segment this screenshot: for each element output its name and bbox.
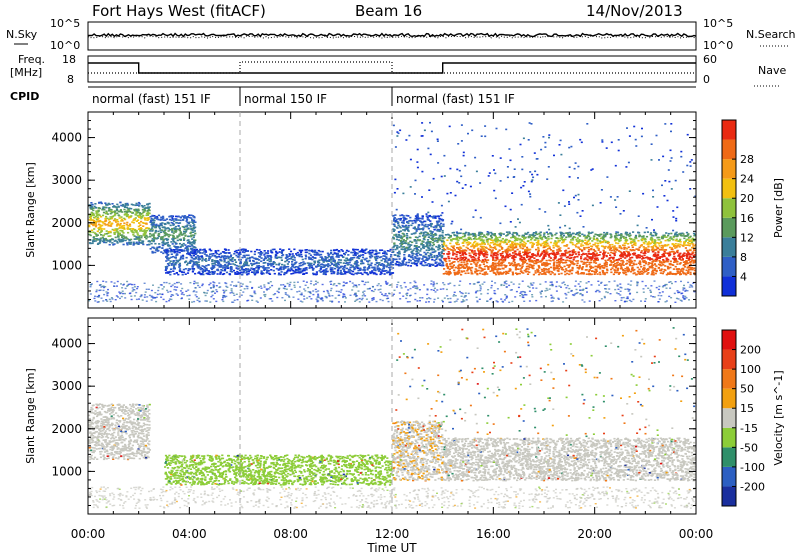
frequency-trace [88, 62, 696, 74]
powerAxis-ytick-0: 1000 [51, 258, 82, 272]
x-tick-5: 20:00 [577, 527, 612, 541]
noise-right-tick-bottom: 10^0 [703, 39, 733, 52]
power-ylabel: Slant Range [km] [24, 162, 37, 258]
velBar-tick-6: -100 [740, 461, 765, 474]
noise-sky-trace [87, 32, 697, 38]
powerAxis-ytick-3: 4000 [51, 131, 82, 145]
powerBar-tick-5: 24 [740, 173, 754, 186]
power-panel: 1000 2000 3000 4000 Slant Range [km] [24, 111, 697, 309]
powerBar-tick-1: 8 [740, 251, 747, 264]
noise-left-tick-top: 10^5 [50, 17, 80, 30]
noise-right-tick-top: 10^5 [703, 17, 733, 30]
velocity-colorbar: 200 100 50 15 -15 -50 -100 -200 Velocity [m s^-1… [721, 329, 785, 507]
velocity-panel: 1000 2000 3000 4000 Slant Range [km] [24, 317, 697, 515]
velBar-title: Velocity [m s^-1] [772, 370, 785, 465]
freq-left-tick-bottom: 8 [67, 73, 74, 86]
nave-label: Nave [758, 64, 786, 77]
velBar-tick-5: -50 [740, 441, 758, 454]
freq-label-1: Freq. [18, 53, 45, 66]
velBar-tick-3: 15 [740, 402, 754, 415]
beam-title: Beam 16 [355, 2, 422, 20]
velAxis-ytick-3: 4000 [51, 337, 82, 351]
freq-panel: Freq. [MHz] 18 8 60 0 Nave [10, 53, 786, 87]
freq-label-2: [MHz] [10, 66, 42, 79]
x-tick-4: 16:00 [476, 527, 511, 541]
velAxis-ytick-2: 3000 [51, 379, 82, 393]
velBar-tick-2: 50 [740, 383, 754, 396]
x-tick-0: 00:00 [71, 527, 106, 541]
powerBar-title: Power [dB] [772, 178, 785, 238]
cpid-mode-2: normal (fast) 151 IF [396, 92, 515, 106]
velBar-tick-4: -15 [740, 422, 758, 435]
powerBar-tick-3: 16 [740, 212, 754, 225]
freq-left-tick-top: 18 [62, 53, 76, 66]
power-colorbar: 4 8 12 16 20 24 28 Power [dB] [721, 119, 785, 297]
station-title: Fort Hays West (fitACF) [92, 2, 266, 20]
cpid-panel: CPID normal (fast) 151 IF normal 150 IF no… [10, 86, 696, 106]
x-axis-title: Time UT [366, 541, 417, 554]
velAxis-ytick-1: 2000 [51, 422, 82, 436]
cpid-mode-1: normal 150 IF [244, 92, 327, 106]
x-tick-3: 12:00 [375, 527, 410, 541]
velBar-tick-0: 200 [740, 344, 761, 357]
noise-sky-label: N.Sky [6, 28, 38, 41]
cpid-label: CPID [10, 90, 39, 103]
velocity-ylabel: Slant Range [km] [24, 368, 37, 464]
powerBar-tick-6: 28 [740, 153, 754, 166]
velBar-tick-1: 100 [740, 363, 761, 376]
powerAxis-ytick-2: 3000 [51, 173, 82, 187]
x-tick-6: 00:00 [679, 527, 714, 541]
noise-search-label: N.Search [746, 28, 796, 41]
noise-left-tick-bottom: 10^0 [50, 39, 80, 52]
powerAxis-ytick-1: 2000 [51, 216, 82, 230]
velBar-tick-7: -200 [740, 480, 765, 493]
noise-panel: N.Sky 10^5 10^0 10^5 10^0 N.Search [6, 17, 796, 52]
x-tick-1: 04:00 [172, 527, 207, 541]
powerBar-tick-4: 20 [740, 192, 754, 205]
x-tick-2: 08:00 [273, 527, 308, 541]
nave-right-tick-bottom: 0 [703, 73, 710, 86]
nave-trace [88, 61, 696, 74]
powerBar-tick-0: 4 [740, 270, 747, 283]
date-title: 14/Nov/2013 [586, 2, 683, 20]
velAxis-ytick-0: 1000 [51, 464, 82, 478]
cpid-mode-0: normal (fast) 151 IF [92, 92, 211, 106]
nave-right-tick-top: 60 [703, 53, 717, 66]
powerBar-tick-2: 12 [740, 231, 754, 244]
